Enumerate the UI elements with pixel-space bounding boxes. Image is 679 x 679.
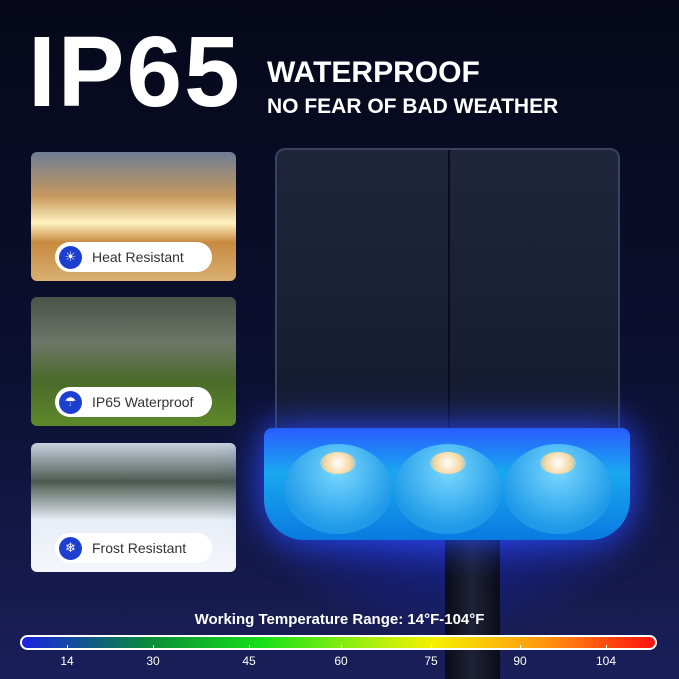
temperature-gradient-bar (20, 635, 657, 650)
temperature-tick-label: 30 (146, 654, 160, 668)
led-light-head (264, 428, 630, 540)
temperature-tick-label: 14 (60, 654, 74, 668)
ip-rating: IP65 (28, 16, 242, 128)
temperature-tick-label: 75 (424, 654, 438, 668)
feature-label: IP65 Waterproof (92, 394, 194, 410)
sun-icon: ☀ (59, 245, 82, 269)
feature-pill: ❄ Frost Resistant (55, 533, 212, 563)
feature-pill: ☂ IP65 Waterproof (55, 387, 212, 417)
temperature-tick-label: 90 (513, 654, 527, 668)
headline-subtitle: NO FEAR OF BAD WEATHER (267, 95, 559, 118)
temperature-tick (67, 645, 68, 650)
temperature-tick (341, 645, 342, 650)
temperature-tick (153, 645, 154, 650)
temperature-tick (431, 645, 432, 650)
feature-card-waterproof: ☂ IP65 Waterproof (31, 297, 236, 426)
feature-card-heat: ☀ Heat Resistant (31, 152, 236, 281)
led-cluster (504, 444, 612, 534)
temperature-tick-label: 60 (334, 654, 348, 668)
temperature-range-title: Working Temperature Range: 14°F-104°F (194, 611, 485, 628)
temperature-tick (520, 645, 521, 650)
temperature-tick (606, 645, 607, 650)
feature-pill: ☀ Heat Resistant (55, 242, 212, 272)
feature-label: Frost Resistant (92, 540, 187, 556)
lamp-pole (445, 530, 500, 679)
led-cluster (284, 444, 392, 534)
led-cluster (394, 444, 502, 534)
temperature-tick-label: 104 (595, 654, 617, 668)
umbrella-rain-icon: ☂ (59, 390, 82, 414)
feature-card-frost: ❄ Frost Resistant (31, 443, 236, 572)
snowflake-icon: ❄ (59, 536, 82, 560)
feature-label: Heat Resistant (92, 249, 184, 265)
temperature-tick-label: 45 (242, 654, 256, 668)
solar-panel-image (275, 148, 620, 433)
temperature-tick (249, 645, 250, 650)
headline-title: WATERPROOF (267, 56, 480, 89)
